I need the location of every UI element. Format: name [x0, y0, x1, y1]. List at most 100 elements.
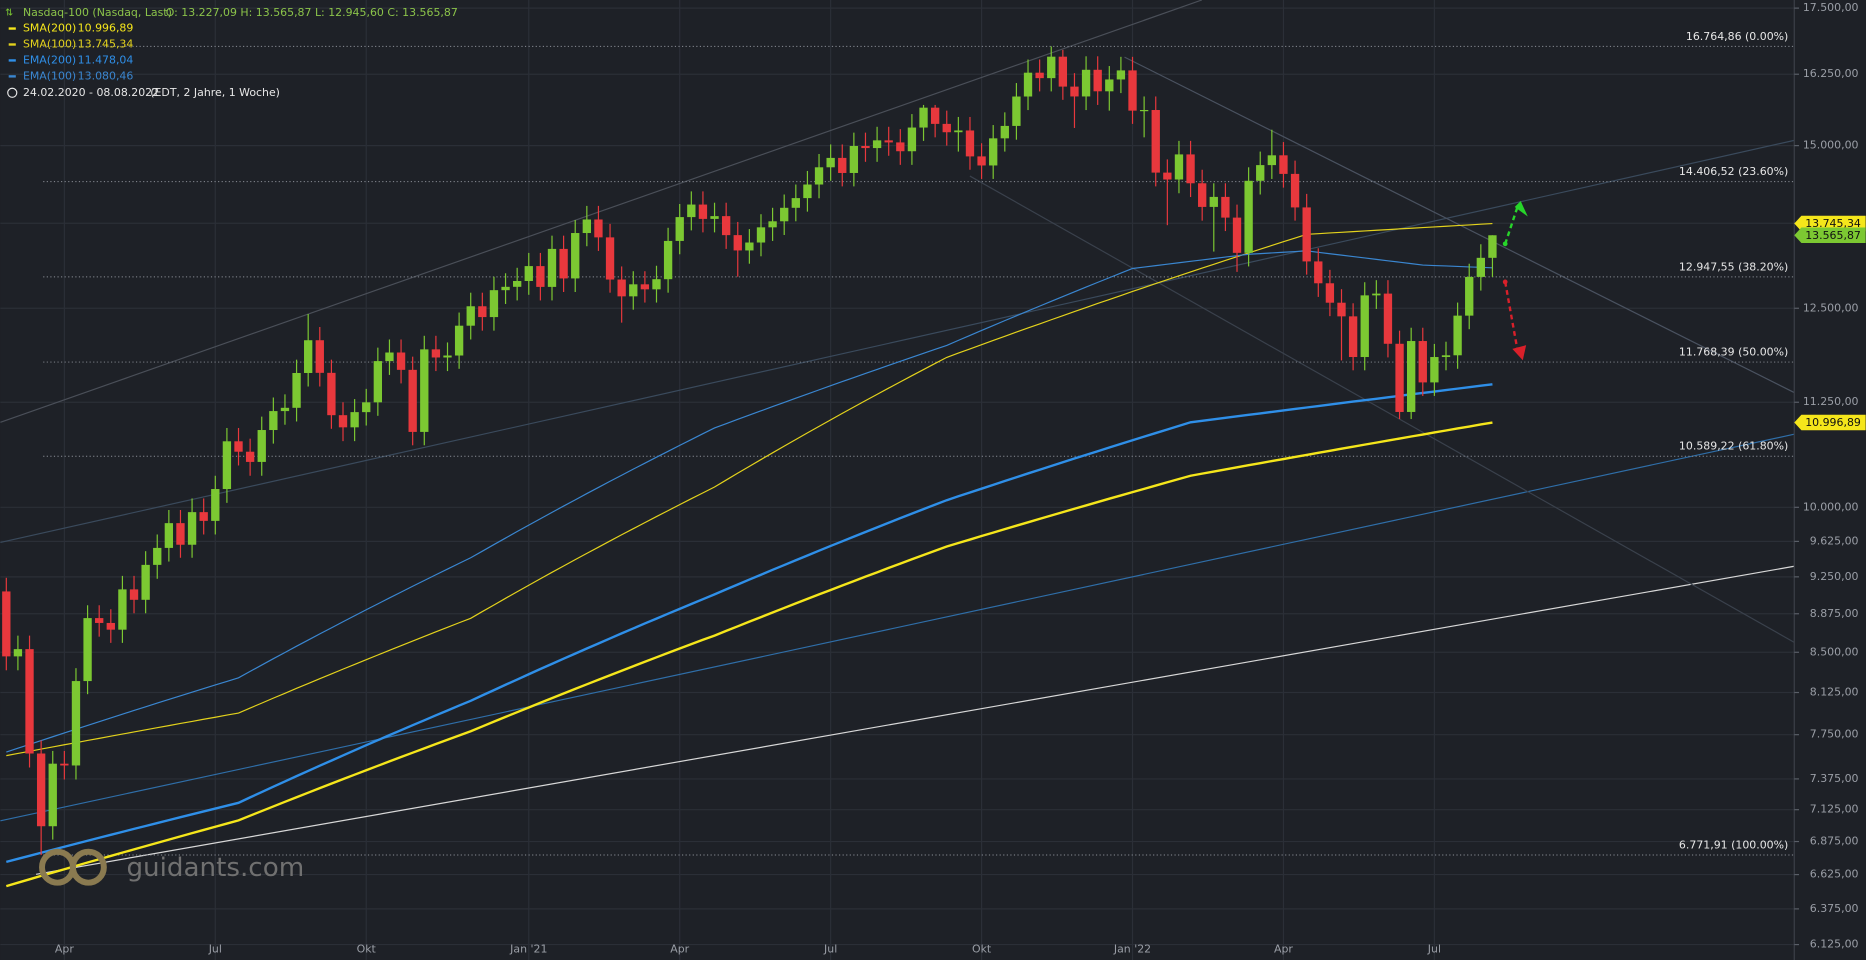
y-tick-label: 17.500,00 — [1803, 1, 1859, 14]
candle-body — [652, 279, 661, 290]
candle-body — [478, 306, 487, 318]
candle-body — [1360, 295, 1369, 358]
y-tick-label: 7.375,00 — [1810, 772, 1859, 785]
candle-body — [872, 140, 882, 149]
candle-body — [1430, 357, 1439, 383]
arrow-dot — [1502, 241, 1508, 247]
forecast-arrows — [1502, 201, 1528, 361]
candle-body — [222, 441, 232, 490]
legend-value: 11.478,04 — [78, 53, 134, 66]
price-tag-label: 10.996,89 — [1805, 416, 1861, 429]
candle-body — [373, 361, 383, 403]
candle-body — [1035, 72, 1044, 79]
candle-body — [106, 622, 115, 630]
candle-body — [269, 411, 278, 431]
y-tick-label: 9.250,00 — [1810, 570, 1859, 583]
candle-body — [1000, 125, 1009, 139]
candle-body — [36, 753, 46, 827]
y-tick-label: 6.375,00 — [1810, 902, 1859, 915]
candle-body — [884, 140, 893, 143]
fib-label: 6.771,91 (100.00%) — [1679, 838, 1788, 851]
candle-body — [2, 591, 11, 657]
y-tick-label: 8.875,00 — [1810, 607, 1859, 620]
candle-body — [629, 284, 638, 297]
candle-body — [1058, 56, 1068, 87]
candle-body — [1256, 165, 1265, 181]
candle-body — [1174, 154, 1184, 180]
candle-body — [1476, 257, 1485, 277]
date-range: 24.02.2020 - 08.08.2022 — [23, 86, 159, 99]
arrow-up — [1504, 204, 1520, 245]
candle-body — [663, 240, 673, 280]
candle-body — [501, 286, 510, 291]
candle-body — [95, 618, 104, 623]
legend-value: 10.996,89 — [78, 22, 134, 35]
candle-body — [1383, 293, 1393, 344]
candle-body — [396, 352, 406, 370]
x-tick-label: Jul — [1427, 942, 1441, 955]
candle-body — [698, 204, 708, 219]
candle-body — [385, 352, 394, 362]
range-info: (EDT, 2 Jahre, 1 Woche) — [150, 86, 280, 99]
y-tick-label: 11.250,00 — [1803, 395, 1859, 408]
candle-body — [1070, 86, 1079, 97]
y-tick-label: 7.125,00 — [1810, 803, 1859, 816]
trendlines — [0, 0, 1795, 875]
candle-body — [838, 157, 847, 173]
x-tick-label: Jan '21 — [509, 942, 547, 955]
candle-body — [304, 340, 313, 373]
candle-body — [582, 219, 591, 234]
price-tag — [1794, 227, 1866, 243]
watermark: guidants.com — [39, 848, 304, 886]
indicator-line — [6, 250, 1493, 753]
candle-body — [942, 123, 951, 133]
candle-body — [617, 279, 626, 297]
candle-body — [849, 145, 859, 173]
y-tick-label: 8.500,00 — [1810, 645, 1859, 658]
arrow-dot — [1502, 279, 1508, 285]
candle-body — [1244, 180, 1253, 253]
candle-body — [431, 349, 441, 358]
candle-body — [1047, 56, 1056, 79]
legend-value: 13.080,46 — [78, 69, 134, 82]
arrow-head — [1514, 201, 1528, 217]
candle-body — [1151, 110, 1160, 173]
candle-body — [1081, 69, 1091, 97]
candle-body — [153, 547, 162, 565]
candle-body — [571, 233, 580, 279]
price-tag-label: 13.745,34 — [1805, 217, 1861, 230]
indicators — [5, 222, 1493, 888]
indicator-line — [6, 383, 1493, 864]
fib-label: 10.589,22 (61.80%) — [1679, 440, 1788, 453]
candle-body — [965, 130, 975, 157]
candle-body — [1116, 70, 1126, 80]
y-tick-label: 6.625,00 — [1810, 868, 1859, 881]
fib-label: 12.947,55 (38.20%) — [1679, 260, 1788, 273]
candle-body — [536, 266, 545, 287]
candle-body — [1198, 183, 1207, 207]
candle-body — [164, 523, 174, 548]
candle-body — [803, 184, 812, 199]
candle-body — [234, 441, 243, 452]
candle-body — [687, 204, 696, 218]
fib-label: 14.406,52 (23.60%) — [1679, 165, 1788, 178]
candle-body — [1441, 355, 1451, 358]
price-tag-label: 13.565,87 — [1805, 229, 1861, 242]
candle-body — [1139, 110, 1149, 112]
x-tick-label: Apr — [1274, 942, 1293, 955]
trendline — [0, 139, 1795, 544]
candle-body — [1105, 79, 1114, 92]
candle-body — [129, 589, 139, 600]
candle-body — [1488, 235, 1497, 258]
candle-body — [211, 489, 220, 521]
y-tick-label: 9.625,00 — [1810, 534, 1859, 547]
candle-body — [60, 763, 69, 766]
candle-body — [1302, 207, 1311, 262]
candle-body — [199, 512, 208, 521]
candle-body — [176, 523, 185, 545]
candle-body — [721, 216, 731, 236]
legend: ⇅ Nasdaq-100 (Nasdaq, Last) O: 13.227,09… — [5, 6, 458, 99]
candle-body — [48, 763, 57, 827]
trendline — [0, 0, 1203, 423]
